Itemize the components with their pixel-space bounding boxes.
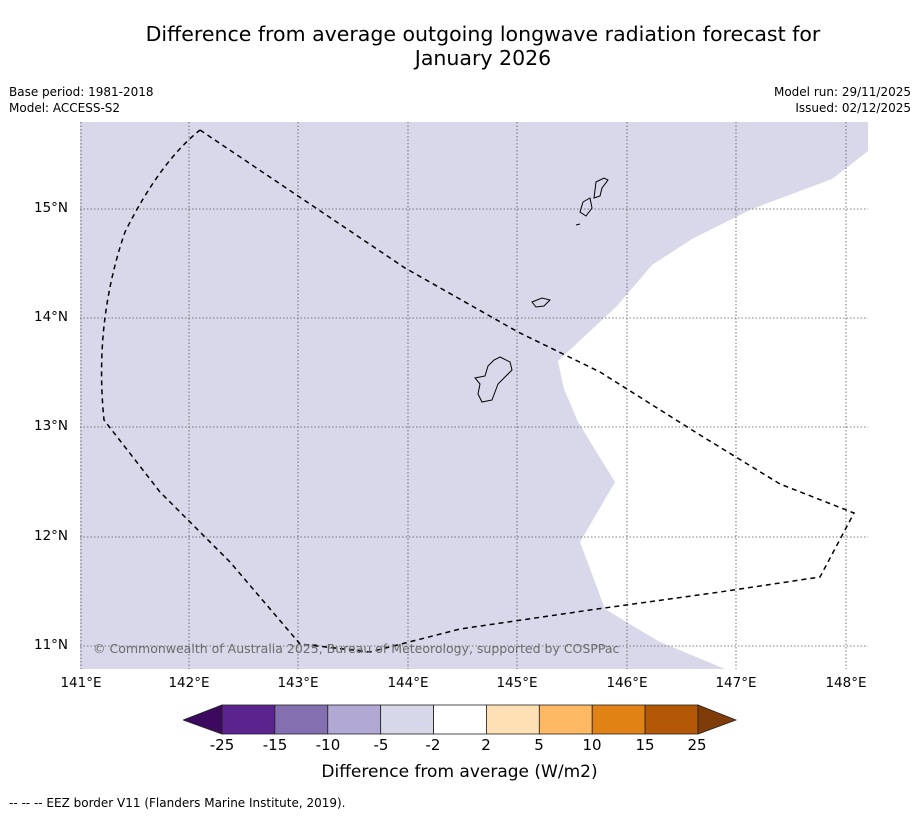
island-saipan [593, 177, 609, 199]
map-title: Difference from average outgoing longwav… [0, 22, 919, 70]
colorbar-cell [538, 704, 593, 735]
colorbar-cells [221, 704, 699, 735]
copyright-notice: © Commonwealth of Australia 2025, Bureau… [93, 641, 620, 656]
colorbar-cell [591, 704, 646, 735]
colorbar-cell [221, 704, 276, 735]
cb-label-2: 2 [481, 736, 491, 754]
island-guam [474, 356, 513, 403]
colorbar-title: Difference from average (W/m2) [321, 762, 598, 782]
eez-footnote: -- -- -- EEZ border V11 (Flanders Marine… [9, 796, 346, 810]
base-period: Base period: 1981-2018 [9, 85, 154, 99]
y-tick-12n: 12°N [34, 528, 69, 544]
colorbar-cell [274, 704, 329, 735]
model-name: Model: ACCESS-S2 [9, 101, 121, 115]
colorbar-cell [433, 704, 487, 735]
y-tick-14n: 14°N [34, 309, 69, 325]
cb-label-25: 25 [687, 736, 707, 754]
map-svg [80, 122, 868, 669]
colorbar-cell [486, 704, 540, 735]
island-rota [531, 297, 551, 308]
cb-label-15: 15 [635, 736, 655, 754]
eez-border [100, 129, 856, 653]
x-tick-145e: 145°E [496, 675, 538, 691]
cb-label-m25: -25 [209, 736, 235, 754]
meta-left: Base period: 1981-2018 Model: ACCESS-S2 [9, 84, 154, 116]
x-tick-146e: 146°E [606, 675, 648, 691]
x-tick-141e: 141°E [60, 675, 102, 691]
colorbar-cell [644, 704, 699, 735]
colorbar-cell [327, 704, 382, 735]
x-tick-148e: 148°E [825, 675, 867, 691]
y-tick-11n: 11°N [34, 637, 69, 653]
colorbar-cell [380, 704, 434, 735]
y-tick-15n: 15°N [34, 200, 69, 216]
y-tick-13n: 13°N [34, 418, 69, 434]
cb-label-m10: -10 [315, 736, 341, 754]
meta-right: Model run: 29/11/2025 Issued: 02/12/2025 [774, 84, 911, 116]
model-run: Model run: 29/11/2025 [773, 85, 911, 99]
map-area [80, 122, 868, 669]
cb-label-5: 5 [534, 736, 544, 754]
issued-date: Issued: 02/12/2025 [795, 101, 911, 115]
graticule [80, 122, 868, 669]
colorbar [183, 704, 738, 735]
cb-label-m5: -5 [373, 736, 389, 754]
anomaly-fill-neutral [558, 151, 868, 669]
island-aguijan [575, 223, 581, 226]
cb-label-m15: -15 [262, 736, 288, 754]
x-tick-144e: 144°E [387, 675, 429, 691]
colorbar-extend-low [183, 704, 223, 735]
colorbar-extend-high [697, 704, 738, 735]
islands [474, 177, 609, 403]
title-line-2: January 2026 [414, 46, 552, 70]
title-line-1: Difference from average outgoing longwav… [145, 22, 821, 46]
cb-label-10: 10 [582, 736, 602, 754]
x-tick-147e: 147°E [715, 675, 757, 691]
cb-label-m2: -2 [425, 736, 441, 754]
island-tinian [579, 197, 593, 217]
x-tick-143e: 143°E [277, 675, 319, 691]
x-tick-142e: 142°E [168, 675, 210, 691]
